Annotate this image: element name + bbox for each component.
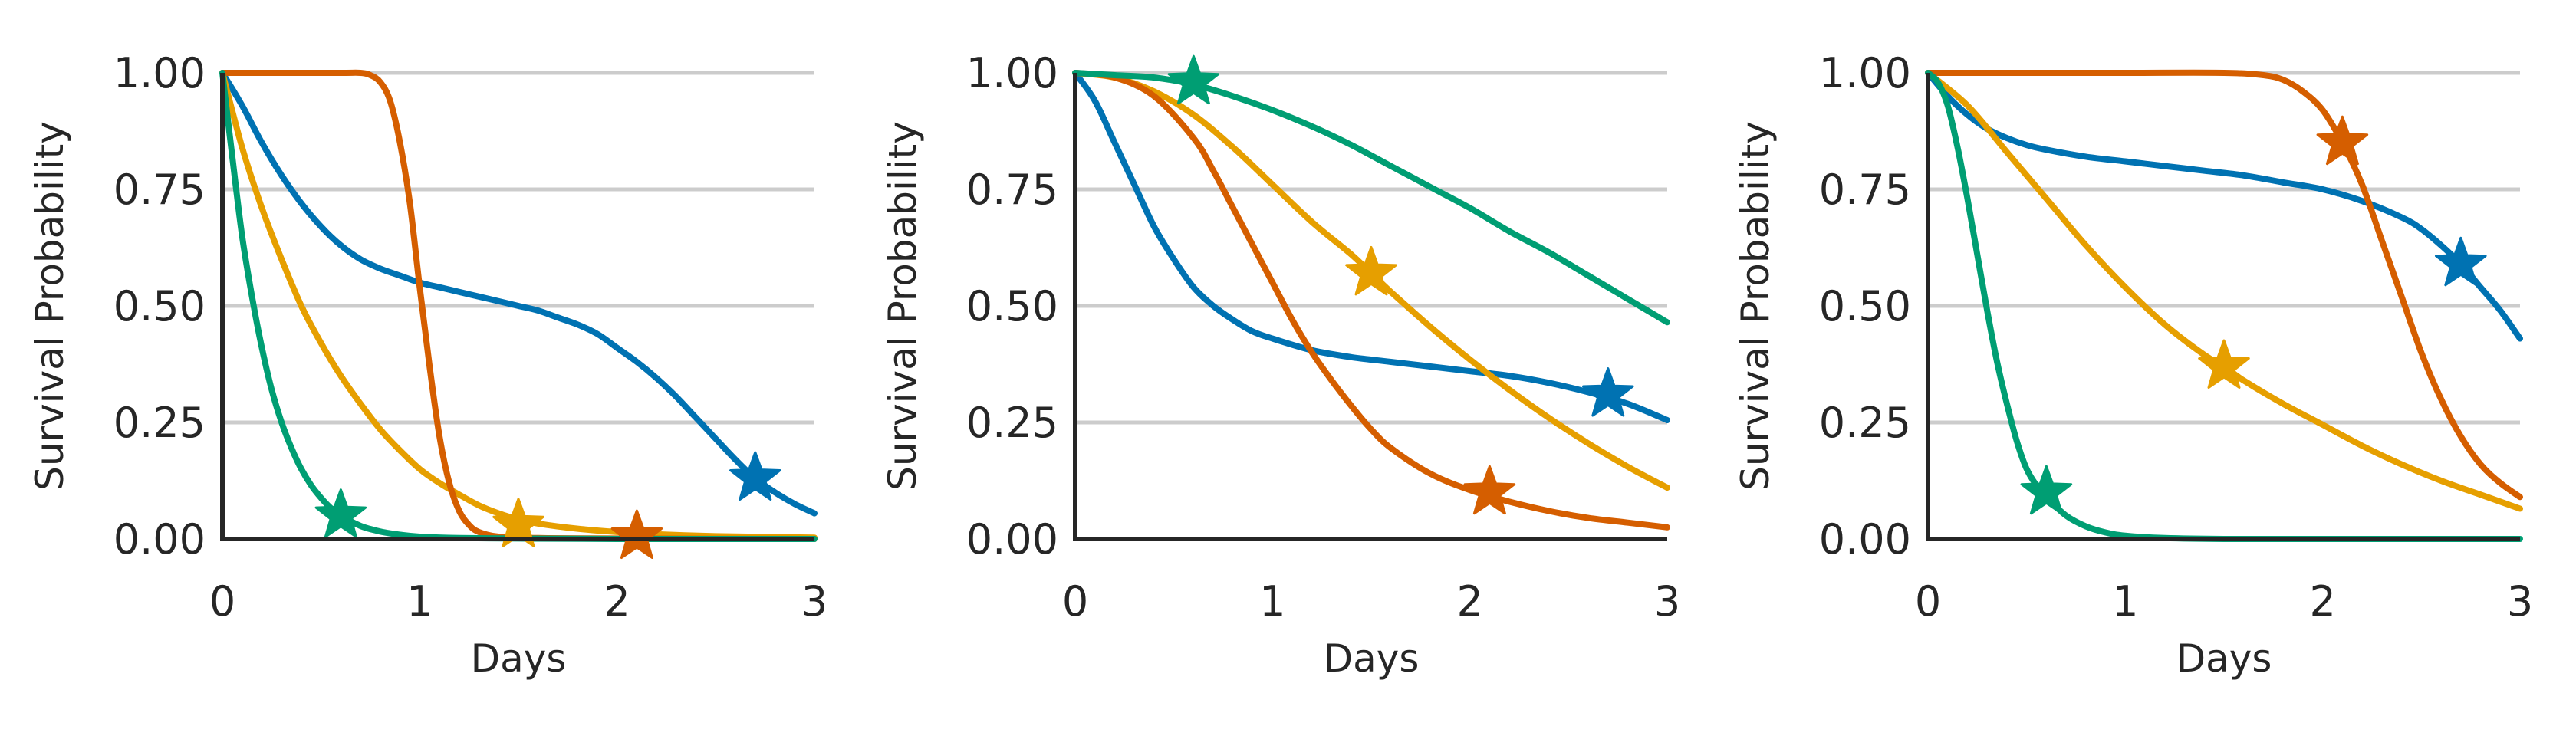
y-tick-label: 0.00 (114, 515, 206, 564)
star-marker-1 (2435, 236, 2487, 287)
x-tick-label: 1 (2112, 577, 2138, 626)
star-marker-3 (1463, 465, 1516, 515)
y-tick-label: 0.75 (114, 166, 206, 214)
y-tick-label: 0.50 (966, 282, 1058, 330)
x-axis-title: Days (471, 636, 567, 681)
star-marker-4 (314, 488, 367, 538)
y-tick-label: 0.75 (1819, 166, 1911, 214)
y-tick-label: 0.75 (966, 166, 1058, 214)
star-marker-2 (1345, 245, 1397, 296)
y-tick-label: 0.25 (966, 399, 1058, 447)
x-tick-label: 2 (2309, 577, 2335, 626)
y-tick-label: 1.00 (1819, 49, 1911, 97)
x-tick-label: 3 (1654, 577, 1680, 626)
y-axis-title: Survival Probability (28, 121, 72, 491)
chart-panel-3: 0.00 0.25 0.50 0.75 1.00 0 1 2 3 Days Survival Pro… (1733, 49, 2533, 681)
x-tick-label: 0 (1915, 577, 1941, 626)
star-marker-1 (1582, 367, 1634, 417)
chart-panel-2: 0.00 0.25 0.50 0.75 1.00 0 1 2 3 Days Survival Pro… (880, 49, 1680, 681)
y-tick-label: 0.00 (966, 515, 1058, 564)
series-line-1 (1925, 70, 2523, 342)
series-line-2 (219, 70, 818, 541)
star-marker-3 (2316, 115, 2369, 166)
star-marker-2 (492, 498, 544, 547)
x-tick-label: 2 (604, 577, 630, 626)
series-line-1 (219, 70, 818, 517)
y-axis-title: Survival Probability (1733, 121, 1778, 491)
x-tick-label: 0 (1062, 577, 1088, 626)
y-tick-label: 0.25 (114, 399, 206, 447)
chart-panel-1: 0.00 0.25 0.50 0.75 1.00 0 1 2 3 Days Survival Pro… (28, 49, 827, 681)
x-tick-label: 3 (2507, 577, 2533, 626)
star-marker-2 (2198, 339, 2250, 389)
y-tick-label: 1.00 (114, 49, 206, 97)
x-tick-label: 1 (406, 577, 433, 626)
series-line-4 (1072, 70, 1670, 326)
y-tick-label: 0.50 (1819, 282, 1911, 330)
y-tick-label: 0.00 (1819, 515, 1911, 564)
y-tick-label: 1.00 (966, 49, 1058, 97)
y-tick-label: 0.50 (114, 282, 206, 330)
x-tick-label: 3 (801, 577, 827, 626)
series-line-3 (1072, 70, 1670, 531)
x-axis-title: Days (1324, 636, 1420, 681)
y-axis-title: Survival Probability (880, 121, 925, 491)
x-tick-label: 1 (1259, 577, 1285, 626)
star-marker-1 (729, 451, 781, 501)
star-marker-3 (610, 509, 663, 559)
series-line-1 (1072, 70, 1670, 423)
x-tick-label: 0 (209, 577, 235, 626)
star-marker-4 (1167, 54, 1220, 105)
x-tick-label: 2 (1456, 577, 1482, 626)
x-axis-title: Days (2176, 636, 2272, 681)
y-tick-label: 0.25 (1819, 399, 1911, 447)
star-marker-4 (2020, 465, 2073, 515)
